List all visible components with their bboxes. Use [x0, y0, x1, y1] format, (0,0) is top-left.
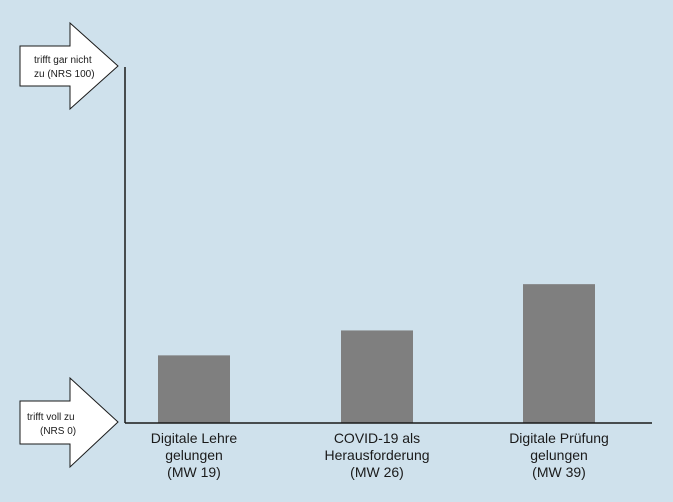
category-label-1-line-1: Digitale Lehre [151, 430, 238, 446]
category-label-3-line-2: gelungen [530, 447, 588, 463]
category-label-3: Digitale Prüfung gelungen (MW 39) [509, 430, 609, 480]
top-arrow-label-line-2: zu (NRS 100) [34, 69, 95, 80]
bar-3 [523, 284, 595, 423]
top-arrow-label-line-1: trifft gar nicht [34, 55, 92, 66]
category-label-1: Digitale Lehre gelungen (MW 19) [151, 430, 238, 480]
category-label-2: COVID-19 als Herausforderung (MW 26) [324, 430, 429, 480]
bar-2 [341, 330, 413, 423]
bottom-arrow-label-line-1: trifft voll zu [27, 412, 75, 423]
category-label-2-line-1: COVID-19 als [334, 430, 420, 446]
bottom-arrow: trifft voll zu (NRS 0) [19, 376, 119, 469]
category-label-3-line-1: Digitale Prüfung [509, 430, 609, 446]
bottom-arrow-shape [19, 376, 119, 469]
bars-group [158, 284, 595, 423]
category-label-2-line-3: (MW 26) [350, 464, 404, 480]
svg-text:trifft gar nicht zu (NRS: trifft gar nicht zu (NRS 100) [34, 55, 95, 80]
category-label-1-line-2: gelungen [165, 447, 223, 463]
category-label-3-line-3: (MW 39) [532, 464, 586, 480]
top-arrow-shape [19, 21, 119, 111]
category-label-1-line-3: (MW 19) [167, 464, 221, 480]
bar-1 [158, 355, 230, 423]
svg-text:trifft voll zu (NRS 0): trifft voll zu (NRS 0) [27, 412, 77, 437]
top-arrow: trifft gar nicht zu (NRS 100) [19, 21, 119, 111]
category-labels: Digitale Lehre gelungen (MW 19)COVID-19 al… [151, 430, 609, 480]
category-label-2-line-2: Herausforderung [324, 447, 429, 463]
bottom-arrow-label-line-2: (NRS 0) [40, 426, 76, 437]
